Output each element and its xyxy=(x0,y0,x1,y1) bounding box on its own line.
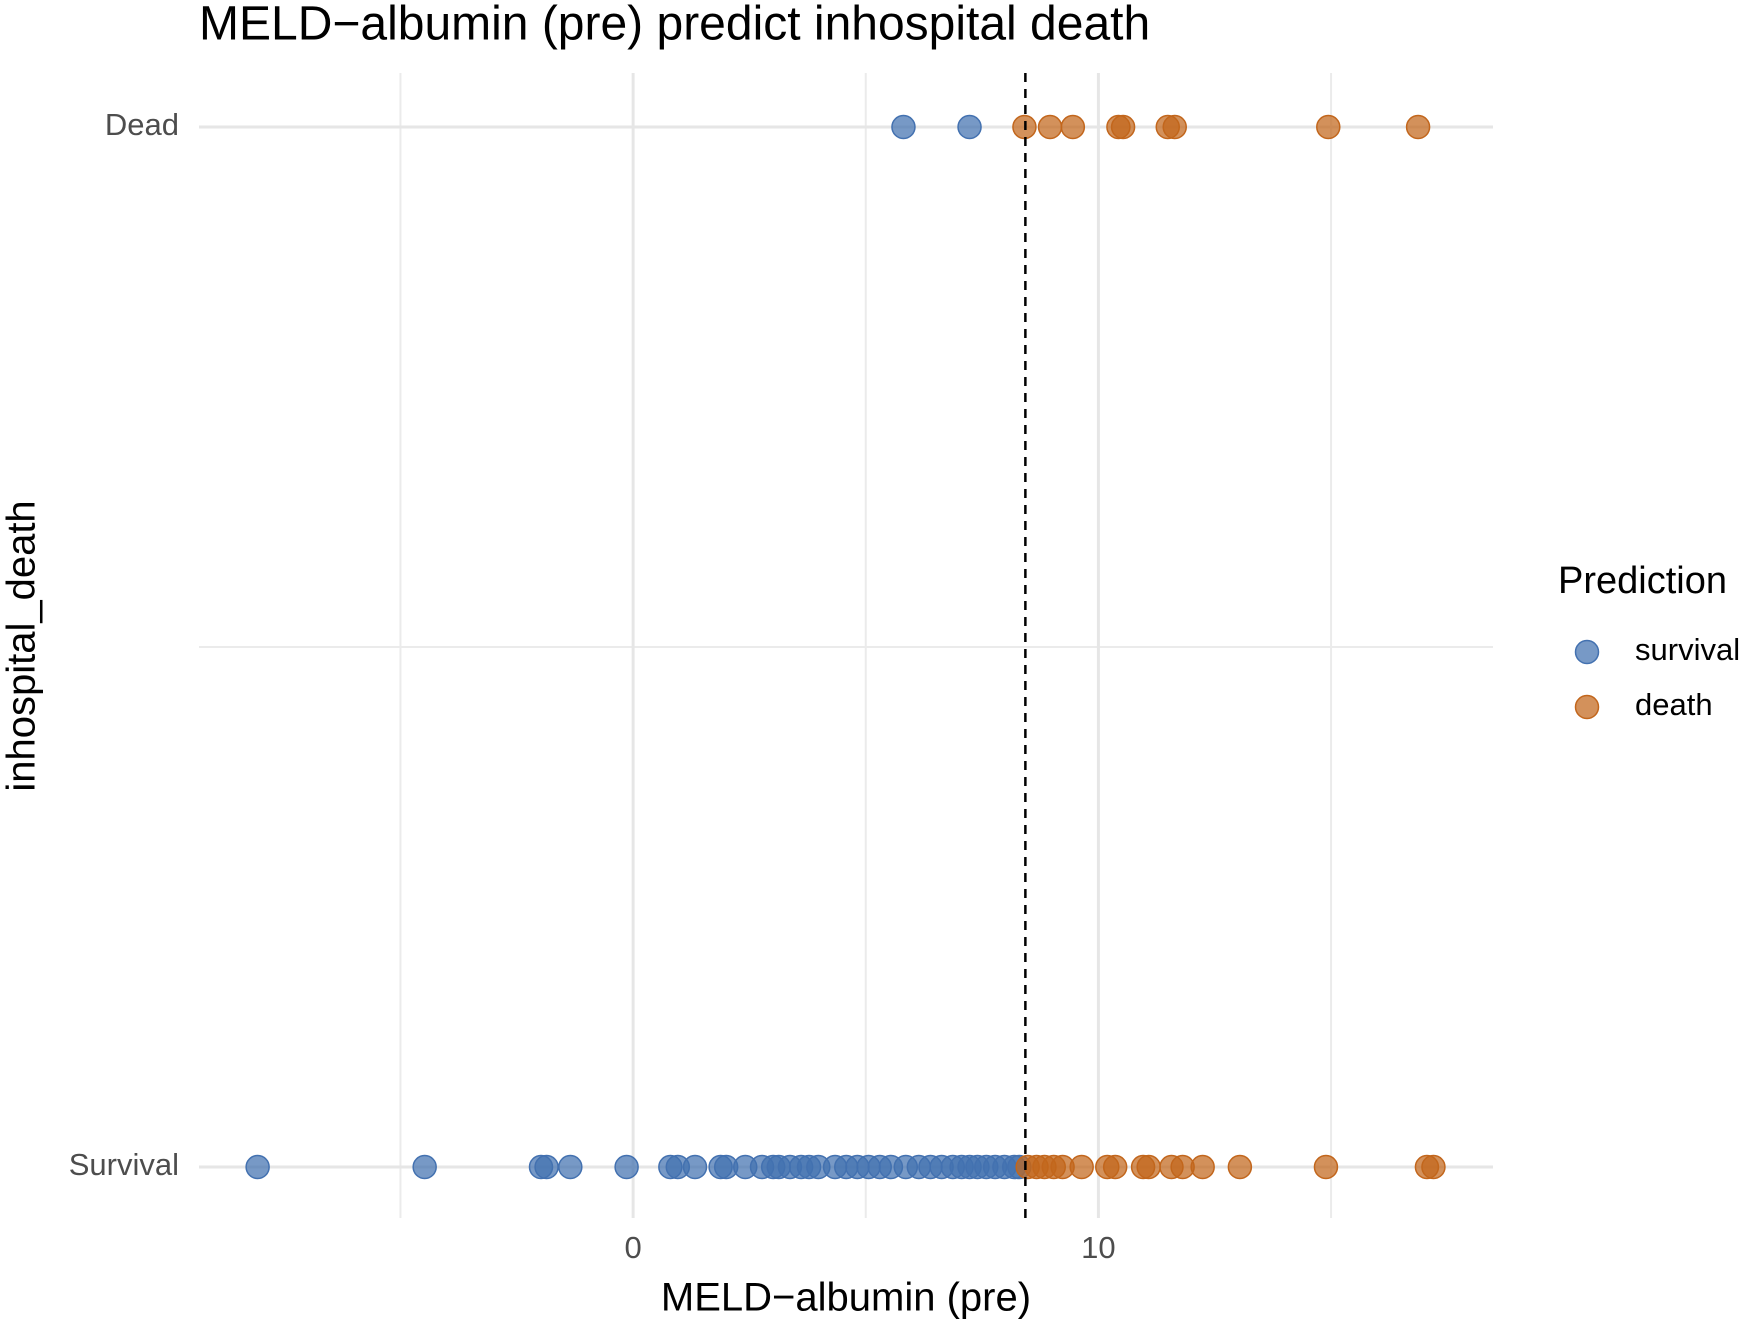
point xyxy=(1227,1154,1253,1180)
point xyxy=(534,1154,559,1180)
y-tick-label: Survival xyxy=(69,1147,179,1182)
point xyxy=(1136,1154,1161,1180)
point xyxy=(412,1154,437,1180)
x-tick-label: 0 xyxy=(625,1230,642,1265)
legend-label: death xyxy=(1635,687,1713,722)
y-tick-label: Dead xyxy=(105,107,179,142)
point xyxy=(1069,1154,1094,1180)
point xyxy=(558,1154,583,1180)
x-axis-label: MELD−albumin (pre) xyxy=(661,1276,1031,1320)
legend-key xyxy=(1574,639,1600,665)
point xyxy=(1405,114,1431,140)
point xyxy=(682,1154,708,1180)
point xyxy=(1110,114,1136,140)
legend-title: Prediction xyxy=(1558,560,1727,602)
chart-title: MELD−albumin (pre) predict inhospital de… xyxy=(199,0,1150,51)
point xyxy=(1102,1154,1128,1180)
point xyxy=(1037,114,1063,140)
point xyxy=(1421,1154,1446,1180)
point xyxy=(1313,1154,1339,1180)
x-tick-label: 10 xyxy=(1081,1230,1115,1265)
point xyxy=(614,1154,639,1180)
y-axis-label: inhospital_death xyxy=(0,500,44,791)
point xyxy=(1316,114,1341,140)
legend-label: survival xyxy=(1635,632,1740,667)
legend-key xyxy=(1574,694,1600,720)
point xyxy=(891,114,916,140)
point xyxy=(1190,1154,1215,1180)
point xyxy=(1162,114,1187,140)
point xyxy=(957,114,982,140)
point xyxy=(245,1154,270,1180)
point xyxy=(1060,114,1086,140)
